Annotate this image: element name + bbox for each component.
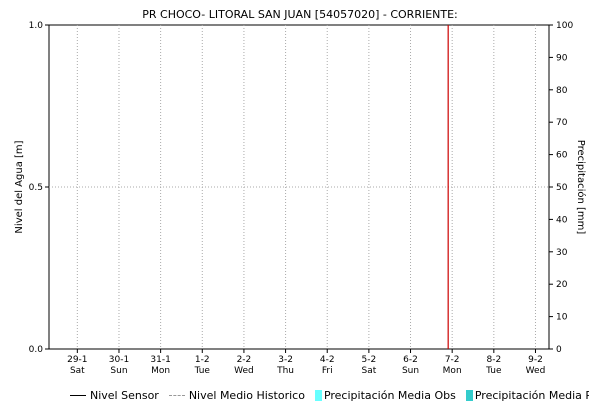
y-tick-label: 1.0 bbox=[29, 21, 44, 31]
x-tick-date-label: 8-2 bbox=[486, 355, 501, 365]
legend-label: Precipitación Media Pro bbox=[474, 388, 589, 402]
x-tick-day-label: Sun bbox=[110, 366, 127, 376]
x-tick-day-label: Wed bbox=[526, 366, 546, 376]
x-tick-date-label: 4-2 bbox=[320, 355, 335, 365]
x-tick-date-label: 6-2 bbox=[403, 355, 418, 365]
x-tick-day-label: Tue bbox=[485, 366, 502, 376]
x-tick-day-label: Fri bbox=[322, 366, 333, 376]
x-tick-date-label: 30-1 bbox=[109, 355, 129, 365]
y2-tick-label: 40 bbox=[556, 215, 568, 225]
y2-tick-label: 70 bbox=[556, 118, 568, 128]
x-tick-date-label: 29-1 bbox=[67, 355, 87, 365]
x-tick-date-label: 1-2 bbox=[195, 355, 210, 365]
teal-box-swatch-icon bbox=[465, 389, 473, 401]
legend-item-nivel-medio: Nivel Medio Historico bbox=[168, 388, 305, 402]
y-tick-label: 0.0 bbox=[29, 345, 44, 355]
y2-tick-label: 60 bbox=[556, 151, 568, 161]
y2-tick-label: 30 bbox=[556, 248, 568, 258]
x-tick-day-label: Mon bbox=[151, 366, 170, 376]
plot-area: 0.00.51.0010203040506070809010029-1Sat30… bbox=[29, 21, 574, 376]
y2-tick-label: 0 bbox=[556, 345, 562, 355]
dashed-line-swatch-icon bbox=[168, 394, 185, 396]
x-tick-date-label: 9-2 bbox=[528, 355, 543, 365]
y-tick-label: 0.5 bbox=[29, 183, 43, 193]
y-axis-label: Nivel del Agua [m] bbox=[14, 140, 25, 233]
x-tick-day-label: Thu bbox=[276, 366, 294, 376]
y2-axis-label: Precipitación [mm] bbox=[575, 140, 587, 235]
solid-line-swatch-icon bbox=[70, 394, 86, 396]
y2-tick-label: 90 bbox=[556, 53, 568, 63]
x-tick-day-label: Tue bbox=[194, 366, 211, 376]
y2-tick-label: 50 bbox=[556, 183, 568, 193]
x-tick-date-label: 5-2 bbox=[362, 355, 377, 365]
legend-item-precip-pro: Precipitación Media Pro bbox=[465, 388, 589, 402]
x-tick-date-label: 3-2 bbox=[278, 355, 293, 365]
x-tick-day-label: Sun bbox=[402, 366, 419, 376]
x-tick-date-label: 7-2 bbox=[445, 355, 460, 365]
legend-item-nivel-sensor: Nivel Sensor bbox=[70, 389, 159, 402]
y2-tick-label: 80 bbox=[556, 86, 568, 96]
x-tick-day-label: Wed bbox=[234, 366, 254, 376]
y2-tick-label: 10 bbox=[556, 313, 568, 323]
legend-label: Precipitación Media Obs bbox=[323, 388, 456, 402]
y2-tick-label: 100 bbox=[556, 21, 573, 31]
x-tick-date-label: 2-2 bbox=[237, 355, 252, 365]
x-tick-day-label: Sat bbox=[70, 366, 85, 376]
legend-label: Nivel Medio Historico bbox=[188, 388, 305, 402]
x-tick-day-label: Sat bbox=[361, 366, 376, 376]
chart-title: PR CHOCO- LITORAL SAN JUAN [54057020] - … bbox=[142, 8, 458, 21]
legend-item-precip-obs: Precipitación Media Obs bbox=[314, 388, 456, 402]
y2-tick-label: 20 bbox=[556, 280, 568, 290]
legend-label: Nivel Sensor bbox=[90, 388, 159, 402]
x-tick-day-label: Mon bbox=[443, 366, 462, 376]
legend: Nivel Sensor Nivel Medio Historico Preci… bbox=[70, 388, 589, 402]
x-tick-date-label: 31-1 bbox=[150, 355, 170, 365]
cyan-box-swatch-icon bbox=[314, 389, 322, 401]
